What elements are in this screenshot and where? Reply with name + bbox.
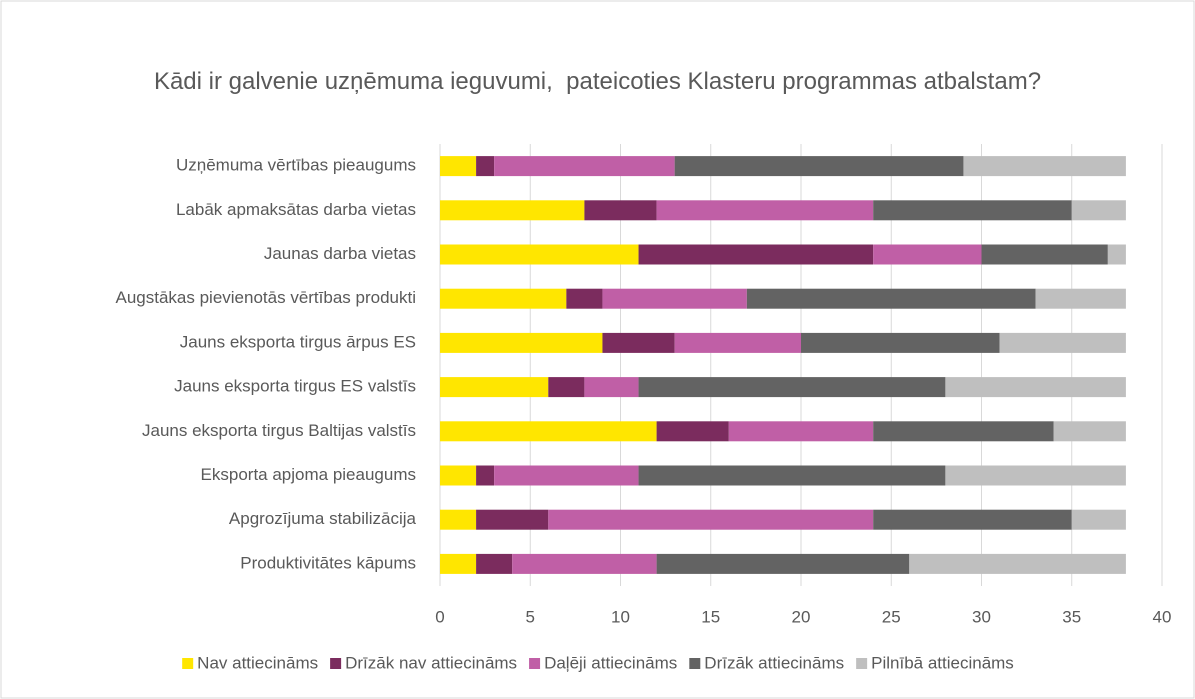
bar-segment (656, 200, 874, 221)
bar-segment (656, 421, 729, 442)
bar-segment (746, 288, 1036, 309)
y-tick-label: Uzņēmuma vērtības pieaugums (176, 156, 416, 175)
bar-segment (638, 377, 946, 398)
bar-segment (602, 332, 675, 353)
bar-segment (440, 244, 639, 265)
legend-label: Drīzāk attiecināms (704, 653, 844, 672)
bar-segment (440, 553, 477, 574)
bar-segment (674, 156, 964, 177)
bar-segment (656, 553, 910, 574)
y-tick-label: Jauns eksporta tirgus ārpus ES (180, 332, 416, 351)
bar-segment (476, 156, 495, 177)
x-tick-label: 40 (1153, 607, 1172, 626)
legend-swatch (182, 658, 194, 669)
bar-segment (981, 244, 1108, 265)
bar-segment (674, 332, 801, 353)
bar-segment (945, 377, 1126, 398)
legend-label: Pilnībā attiecināms (871, 653, 1014, 672)
legend-label: Drīzāk nav attiecināms (345, 653, 517, 672)
bar-segment (440, 465, 477, 486)
x-tick-label: 30 (972, 607, 991, 626)
x-tick-label: 15 (701, 607, 720, 626)
bar-segment (963, 156, 1126, 177)
y-tick-label: Jauns eksporta tirgus ES valstīs (174, 377, 416, 396)
legend-swatch (330, 658, 342, 669)
bar-segment (494, 156, 675, 177)
bar-segment (440, 509, 477, 530)
bar-segment (440, 377, 549, 398)
bar-segment (1071, 200, 1126, 221)
bar-segment (566, 288, 603, 309)
bar-segment (909, 553, 1126, 574)
legend-swatch (529, 658, 541, 669)
x-tick-label: 0 (435, 607, 444, 626)
x-tick-label: 10 (611, 607, 630, 626)
bar-segment (440, 421, 657, 442)
y-tick-label: Apgrozījuma stabilizācija (229, 509, 417, 528)
bar-segment (999, 332, 1126, 353)
bar-segment (476, 465, 495, 486)
x-tick-label: 25 (882, 607, 901, 626)
bar-segment (476, 553, 513, 574)
bar-segment (548, 509, 874, 530)
y-tick-label: Eksporta apjoma pieaugums (201, 465, 416, 484)
bar-segment (638, 465, 946, 486)
bar-segment (440, 288, 567, 309)
bar-segment (602, 288, 747, 309)
y-tick-label: Augstākas pievienotās vērtības produkti (115, 288, 416, 307)
bar-segment (440, 200, 585, 221)
bar-segment (476, 509, 549, 530)
bar-segment (548, 377, 585, 398)
y-tick-label: Produktivitātes kāpums (240, 553, 416, 572)
bar-segment (638, 244, 874, 265)
y-tick-label: Jauns eksporta tirgus Baltijas valstīs (142, 421, 416, 440)
bar-segment (440, 156, 477, 177)
bar-segment (873, 421, 1054, 442)
bar-segment (1035, 288, 1126, 309)
bar-segment (584, 200, 657, 221)
bar-segment (873, 244, 982, 265)
legend-swatch (689, 658, 701, 669)
bar-segment (1053, 421, 1126, 442)
bar-segment (873, 509, 1072, 530)
bar-segment (494, 465, 639, 486)
bar-segment (801, 332, 1000, 353)
x-tick-label: 5 (526, 607, 535, 626)
chart-title: Kādi ir galvenie uzņēmuma ieguvumi, pate… (153, 68, 1042, 95)
y-tick-label: Jaunas darba vietas (264, 244, 416, 263)
legend-label: Daļēji attiecināms (544, 653, 677, 672)
bar-segment (512, 553, 657, 574)
bar-segment (945, 465, 1126, 486)
bar-segment (440, 332, 603, 353)
legend-swatch (856, 658, 868, 669)
bar-segment (1107, 244, 1126, 265)
bar-segment (1071, 509, 1126, 530)
bar-segment (584, 377, 639, 398)
y-tick-label: Labāk apmaksātas darba vietas (176, 200, 416, 219)
bar-segment (728, 421, 874, 442)
x-tick-label: 20 (792, 607, 811, 626)
legend-label: Nav attiecināms (197, 653, 318, 672)
x-tick-label: 35 (1062, 607, 1081, 626)
bar-segment (873, 200, 1072, 221)
